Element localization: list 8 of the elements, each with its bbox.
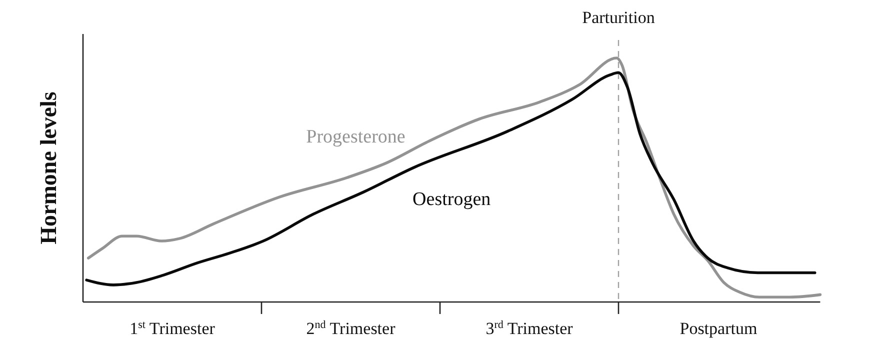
x-tick-label: 3$^{rd}$ Trimester [486,319,574,338]
x-tick-label: 2$^{nd}$ Trimester [306,319,396,338]
y-axis-title: Hormone levels [36,92,61,244]
x-tick-label: Postpartum [680,319,758,338]
x-tick-label: 1$^{st}$ Trimester [130,319,216,338]
ref-line-label: Parturition [582,8,656,27]
series-label: Oestrogen [412,188,492,210]
series-label: Progesterone [306,126,406,148]
